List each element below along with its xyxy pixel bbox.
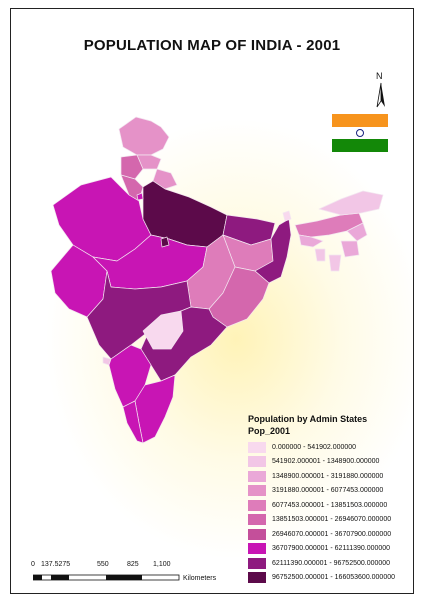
legend-swatch [248, 557, 266, 569]
legend-item: 13851503.000001 - 26946070.000000 [248, 513, 413, 528]
legend-item: 26946070.000001 - 36707900.000000 [248, 527, 413, 542]
region-meghalaya [298, 234, 324, 248]
legend: Population by Admin States Pop_2001 0.00… [248, 414, 413, 586]
legend-label: 96752500.000001 - 166053600.000000 [272, 574, 396, 582]
region-tripura [314, 248, 326, 262]
legend-swatch [248, 441, 266, 453]
region-kerala [122, 400, 144, 444]
scale-unit: Kilometers [183, 575, 217, 582]
legend-rows: 0.000000 - 541902.000000 541902.000001 - … [248, 440, 413, 586]
legend-item: 36707900.000001 - 62111390.000000 [248, 542, 413, 557]
legend-label: 62111390.000001 - 96752500.000000 [272, 559, 391, 567]
scale-bar: 0 137.5275 550 825 1,100 Kilometers [31, 561, 231, 591]
region-uttarakhand [152, 168, 178, 190]
flag-green-band [332, 139, 388, 152]
map-title: POPULATION MAP OF INDIA - 2001 [83, 37, 341, 54]
scale-tick-label: 137.5275 [41, 561, 71, 568]
legend-swatch [248, 572, 266, 584]
legend-label: 3191880.000001 - 6077453.000000 [272, 487, 384, 495]
legend-label: 541902.000001 - 1348900.000000 [272, 458, 380, 466]
legend-field: Pop_2001 [248, 426, 291, 436]
region-delhi [136, 192, 144, 201]
legend-item: 541902.000001 - 1348900.000000 [248, 455, 413, 470]
flag-saffron-band [332, 114, 388, 127]
india-flag [332, 114, 388, 152]
region-light-centre [142, 310, 184, 350]
region-enclave [160, 236, 170, 248]
region-mizoram [328, 254, 342, 272]
region-west-bengal [254, 218, 292, 284]
legend-label: 26946070.000001 - 36707900.000000 [272, 530, 392, 538]
region-sikkim [282, 210, 292, 222]
legend-swatch [248, 456, 266, 468]
scale-tick-label: 0 [31, 561, 35, 568]
legend-label: 13851503.000001 - 26946070.000000 [272, 516, 392, 524]
legend-item: 3191880.000001 - 6077453.000000 [248, 484, 413, 499]
legend-item: 6077453.000001 - 13851503.000000 [248, 498, 413, 513]
region-manipur [340, 240, 360, 258]
legend-label: 6077453.000001 - 13851503.000000 [272, 501, 388, 509]
legend-swatch [248, 528, 266, 540]
legend-title: Population by Admin States [248, 414, 368, 424]
legend-swatch [248, 485, 266, 497]
flag-white-band [332, 126, 388, 140]
india-choropleth-map [50, 116, 384, 444]
north-arrow: N [373, 71, 389, 111]
scale-tick-label: 1,100 [153, 561, 171, 568]
ashoka-chakra-icon [356, 128, 364, 137]
legend-label: 36707900.000001 - 62111390.000000 [272, 545, 391, 553]
region-punjab [120, 154, 144, 180]
north-label: N [376, 71, 383, 81]
legend-label: 0.000000 - 541902.000000 [272, 443, 357, 451]
legend-swatch [248, 470, 266, 482]
region-arunachal-pradesh [318, 190, 384, 216]
legend-item: 1348900.000001 - 3191880.000000 [248, 469, 413, 484]
scale-bar-graphic [33, 574, 180, 581]
scale-tick-label: 825 [127, 561, 139, 568]
region-nagaland [346, 222, 368, 242]
legend-item: 0.000000 - 541902.000000 [248, 440, 413, 455]
legend-item: 62111390.000001 - 96752500.000000 [248, 556, 413, 571]
legend-label: 1348900.000001 - 3191880.000000 [272, 472, 384, 480]
legend-swatch [248, 543, 266, 555]
north-arrow-icon [376, 82, 385, 108]
scale-tick-label: 550 [97, 561, 109, 568]
legend-swatch [248, 514, 266, 526]
legend-swatch [248, 499, 266, 511]
region-jammu-kashmir [118, 116, 170, 156]
map-frame: POPULATION MAP OF INDIA - 2001 N [10, 8, 414, 594]
legend-item: 96752500.000001 - 166053600.000000 [248, 571, 413, 586]
